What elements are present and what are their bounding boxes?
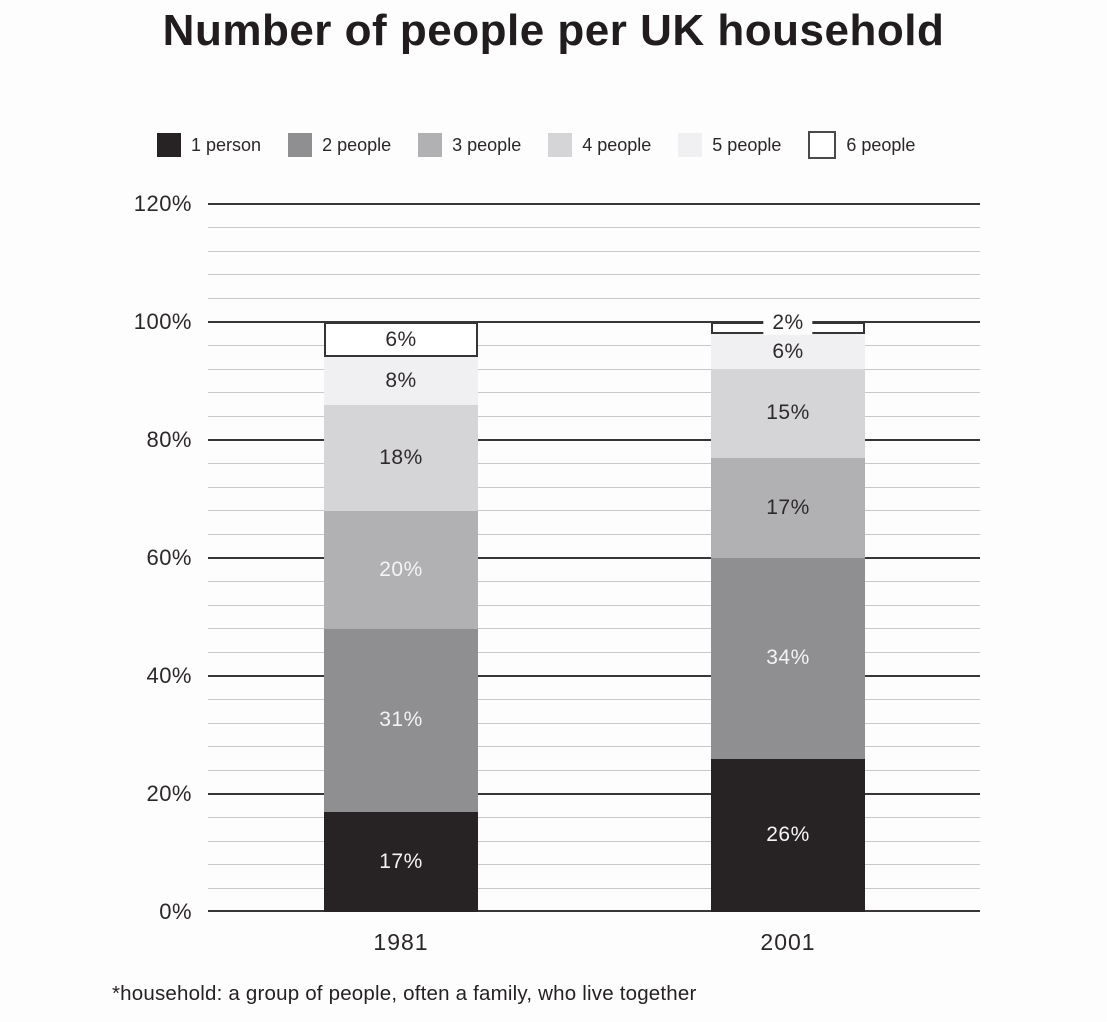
segment-data-label: 6% [772,339,804,363]
legend-item-2-people: 2 people [288,133,391,157]
minor-gridline [208,368,980,370]
minor-gridline [208,581,980,583]
minor-gridline [208,840,980,842]
footnote: *household: a group of people, often a f… [112,982,697,1005]
x-tick-label-1981: 1981 [373,929,429,955]
stacked-bar-1981: 17% 31% 20% 18% 8% 6% [324,322,478,912]
legend-swatch-icon [418,133,443,157]
segment-data-label: 2% [763,310,813,335]
legend-swatch-icon [548,133,573,157]
bar-segment-5-people: 6% [711,333,865,370]
y-tick-label: 40% [146,663,192,688]
minor-gridline [208,463,980,465]
x-tick-label-2001: 2001 [760,929,816,955]
major-gridline [208,675,980,677]
legend-label: 3 people [452,134,522,155]
minor-gridline [208,604,980,606]
legend: 1 person 2 people 3 people 4 people 5 people… [157,131,915,159]
major-gridline [208,203,980,205]
plot-area: 17% 31% 20% 18% 8% 6% 26% 34% 17% 15% 6% 2% [208,203,980,912]
minor-gridline [208,651,980,653]
bar-segment-5-people: 8% [324,357,478,405]
minor-gridline [208,345,980,347]
bar-segment-3-people: 20% [324,510,478,629]
segment-data-label: 31% [379,708,423,732]
y-tick-label: 0% [159,899,192,924]
major-gridline [208,910,980,912]
bar-segment-1-person: 17% [324,811,478,912]
legend-swatch-icon [288,133,313,157]
y-tick-label: 100% [133,309,192,334]
bar-segment-6-people: 2% [711,310,865,335]
minor-gridline [208,533,980,535]
bar-segment-4-people: 18% [324,404,478,511]
legend-swatch-icon [678,133,703,157]
legend-item-4-people: 4 people [548,133,651,157]
segment-data-label: 8% [385,369,417,393]
legend-swatch-icon [808,131,837,159]
legend-label: 4 people [582,134,652,155]
segment-data-label: 26% [766,823,810,847]
minor-gridline [208,699,980,701]
minor-gridline [208,864,980,866]
legend-label: 1 person [191,134,262,155]
major-gridline [208,439,980,441]
bar-segment-6-people: 6% [324,322,478,358]
minor-gridline [208,274,980,276]
segment-data-label: 17% [379,849,423,873]
chart-title: Number of people per UK household [162,6,945,55]
legend-item-3-people: 3 people [418,133,521,157]
minor-gridline [208,746,980,748]
legend-item-1-person: 1 person [157,133,261,157]
segment-data-label: 15% [766,401,810,425]
legend-label: 2 people [322,134,392,155]
minor-gridline [208,510,980,512]
stacked-bar-2001: 26% 34% 17% 15% 6% 2% [711,310,865,912]
bar-segment-2-people: 31% [324,628,478,812]
minor-gridline [208,250,980,252]
y-tick-label: 20% [146,781,192,806]
major-gridline [208,557,980,559]
segment-data-label: 34% [766,646,810,670]
y-tick-label: 80% [146,427,192,452]
legend-swatch-icon [157,133,181,157]
major-gridline [208,321,980,323]
bar-segment-1-person: 26% [711,758,865,912]
bar-segment-2-people: 34% [711,558,865,759]
y-tick-label: 60% [146,545,192,570]
minor-gridline [208,628,980,630]
bar-segment-3-people: 17% [711,457,865,558]
minor-gridline [208,817,980,819]
bar-segment-4-people: 15% [711,369,865,458]
minor-gridline [208,769,980,771]
minor-gridline [208,227,980,229]
minor-gridline [208,297,980,299]
legend-label: 6 people [846,134,916,155]
segment-data-label: 17% [766,495,810,519]
legend-item-5-people: 5 people [678,133,781,157]
legend-label: 5 people [712,134,782,155]
major-gridline [208,793,980,795]
minor-gridline [208,392,980,394]
segment-data-label: 18% [379,445,423,469]
minor-gridline [208,722,980,724]
y-tick-label: 120% [133,191,192,216]
minor-gridline [208,887,980,889]
segment-data-label: 20% [379,557,423,581]
minor-gridline [208,486,980,488]
legend-item-6-people: 6 people [808,131,915,159]
minor-gridline [208,415,980,417]
segment-data-label: 6% [385,327,417,351]
